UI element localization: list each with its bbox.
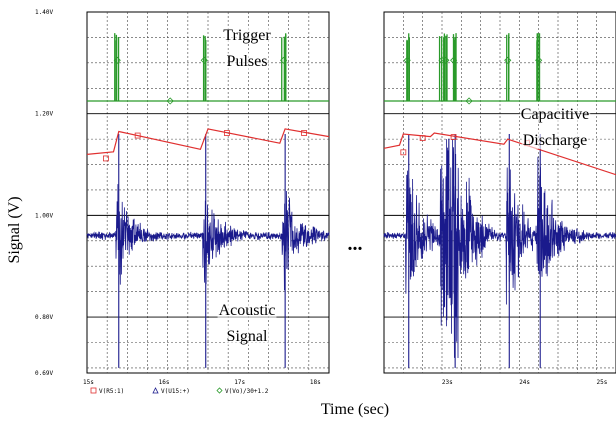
acoustic-series bbox=[86, 184, 330, 291]
gap-marker: ... bbox=[348, 233, 363, 255]
annotations: Trigger Pulses Capacitive Discharge Acoustic… bbox=[217, 27, 591, 345]
y-axis-title: Signal (V) bbox=[6, 196, 23, 263]
x-tick-label: 23s bbox=[442, 379, 453, 386]
legend-marker bbox=[152, 387, 159, 394]
y-tick-label: 0.69V bbox=[35, 370, 53, 377]
legend-label: V(U15:+) bbox=[161, 388, 190, 395]
annotation: Trigger bbox=[223, 27, 271, 44]
trigger-marker bbox=[403, 56, 411, 64]
y-tick-label: 1.00V bbox=[35, 212, 53, 219]
discharge-marker bbox=[134, 132, 141, 139]
x-tick-label: 25s bbox=[597, 379, 608, 386]
annotation-bg bbox=[225, 53, 269, 70]
discharge-marker bbox=[419, 135, 426, 141]
discharge-series bbox=[86, 128, 330, 155]
annotation-bg bbox=[217, 302, 277, 319]
annotation: Signal bbox=[227, 328, 268, 345]
y-tick-label: 1.20V bbox=[35, 111, 53, 118]
legend-marker bbox=[216, 387, 223, 394]
annotation-bg bbox=[521, 132, 589, 149]
x-tick-label: 16s bbox=[159, 379, 170, 386]
legend-label: V(Vo)/30+1.2 bbox=[225, 388, 269, 395]
annotation: Discharge bbox=[523, 132, 588, 149]
trigger-marker bbox=[535, 56, 543, 64]
x-tick-label: 18s bbox=[310, 379, 321, 386]
trigger-marker bbox=[465, 97, 473, 105]
y-tick-label: 1.40V bbox=[35, 9, 53, 16]
discharge-marker bbox=[400, 149, 407, 156]
annotation-bg bbox=[225, 328, 269, 345]
legend-marker bbox=[90, 387, 97, 394]
trigger-marker bbox=[442, 56, 450, 64]
x-tick-label: 17s bbox=[234, 379, 245, 386]
trigger-marker bbox=[166, 97, 174, 105]
panel-right: 23s 24s 25s bbox=[383, 11, 616, 386]
y-tick-label: 0.80V bbox=[35, 314, 53, 321]
annotation: Acoustic bbox=[219, 302, 276, 319]
discharge-marker bbox=[450, 134, 457, 140]
x-tick-label: 24s bbox=[519, 379, 530, 386]
trigger-marker bbox=[504, 56, 512, 64]
panel-left: 1.40V 1.20V 1.00V 0.80V 0.69V 15s 16s 17s 18s bbox=[35, 9, 330, 386]
discharge-marker bbox=[103, 155, 109, 162]
acoustic-series bbox=[383, 138, 616, 359]
annotation: Pulses bbox=[227, 53, 268, 70]
x-tick-label: 15s bbox=[83, 379, 94, 386]
trigger-marker bbox=[113, 56, 121, 64]
discharge-marker bbox=[301, 130, 307, 136]
trigger-marker bbox=[450, 56, 458, 64]
trigger-marker bbox=[280, 56, 288, 64]
trigger-marker bbox=[200, 56, 208, 64]
discharge-series bbox=[383, 132, 616, 176]
legend-label: V(R5:1) bbox=[99, 388, 124, 395]
legend: V(R5:1) V(U15:+) V(Vo)/30+1.2 bbox=[90, 387, 269, 395]
annotation: Capacitive bbox=[521, 106, 589, 123]
annotation-bg bbox=[519, 106, 591, 123]
x-axis-title: Time (sec) bbox=[321, 401, 389, 418]
discharge-marker bbox=[224, 130, 230, 136]
annotation-bg bbox=[222, 27, 273, 44]
